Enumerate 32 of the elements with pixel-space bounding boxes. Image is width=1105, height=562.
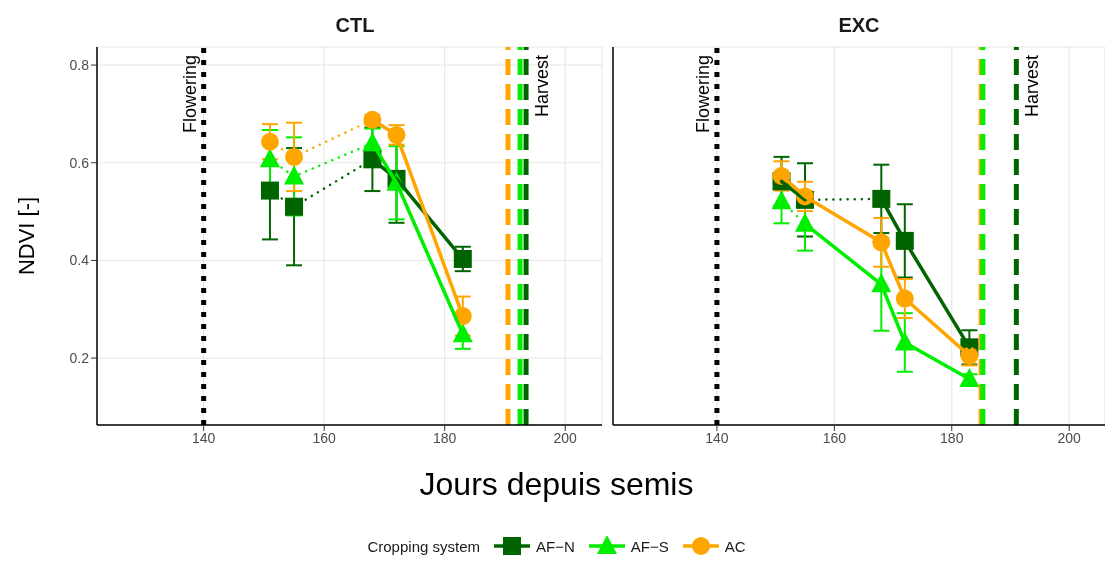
point [771, 190, 792, 210]
legend-label: AF−S [630, 537, 669, 555]
y-axis-title: NDVI [-] [13, 196, 39, 276]
ref-line-label: Harvest [532, 55, 553, 118]
y-tick-label: 0.2 [69, 350, 90, 367]
x-tick-label: 160 [822, 429, 847, 446]
point [285, 147, 304, 166]
x-tick-label: 180 [940, 429, 964, 446]
x-tick-label: 180 [433, 429, 457, 446]
ref-line-label: Flowering [692, 55, 713, 134]
point [260, 181, 279, 200]
x-axis-title: Jours depuis semis [418, 466, 695, 503]
x-tick-label: 200 [553, 429, 578, 446]
point [259, 148, 280, 168]
point [285, 197, 304, 216]
chart-title: CTL [334, 14, 376, 37]
y-tick-label: 0.4 [69, 252, 90, 269]
x-tick-label: 200 [1057, 429, 1082, 446]
ref-line-label: Harvest [1022, 55, 1043, 118]
ref-line-label: Flowering [179, 55, 200, 134]
y-tick-label: 0.6 [69, 154, 90, 171]
point [260, 132, 279, 151]
x-tick-label: 140 [191, 429, 216, 446]
legend-title: Cropping system [367, 537, 480, 555]
x-tick-label: 160 [312, 429, 337, 446]
chart-title: EXC [837, 14, 881, 37]
y-tick-label: 0.8 [69, 57, 90, 74]
legend-label: AF−N [536, 537, 575, 555]
x-tick-label: 140 [705, 429, 729, 446]
point [959, 368, 980, 388]
point [284, 165, 305, 185]
legend-label: AC [724, 537, 746, 555]
